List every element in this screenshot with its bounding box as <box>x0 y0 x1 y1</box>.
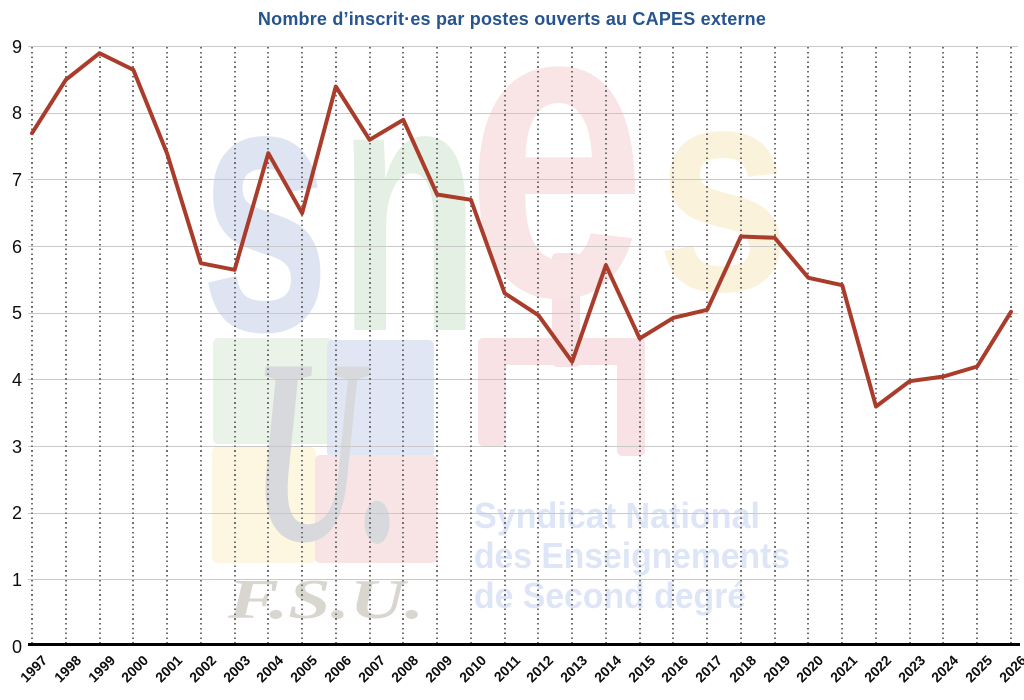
x-axis-line <box>28 642 1020 647</box>
fsu-logo-block <box>315 455 437 563</box>
snes-logo-symbol <box>478 338 506 446</box>
snes-logo-letter: n <box>338 5 480 407</box>
vertical-dotted-gridline <box>942 46 945 644</box>
vertical-dotted-gridline <box>739 46 742 644</box>
vertical-dotted-gridline <box>166 46 169 644</box>
vertical-dotted-gridline <box>672 46 675 644</box>
y-tick-label: 2 <box>11 503 22 524</box>
vertical-dotted-gridline <box>1010 46 1012 644</box>
vertical-dotted-gridline <box>638 46 641 644</box>
horizontal-gridline <box>28 579 1018 581</box>
vertical-dotted-gridline <box>98 46 101 644</box>
horizontal-gridline <box>28 46 1018 47</box>
fsu-logo-block <box>327 340 434 457</box>
y-tick-label: 4 <box>11 369 22 390</box>
vertical-dotted-gridline <box>604 46 607 644</box>
data-line-inscrits-par-poste <box>30 51 1013 409</box>
vertical-dotted-gridline <box>841 46 844 644</box>
vertical-dotted-gridline <box>31 46 33 644</box>
horizontal-gridline <box>28 379 1018 381</box>
snes-logo-letter: s <box>656 23 790 353</box>
vertical-dotted-gridline <box>233 46 236 644</box>
vertical-dotted-gridline <box>368 46 371 644</box>
vertical-dotted-gridline <box>132 46 135 644</box>
vertical-dotted-gridline <box>469 46 472 644</box>
horizontal-gridline <box>28 179 1018 181</box>
horizontal-gridline <box>28 512 1018 514</box>
y-tick-label: 7 <box>11 169 22 190</box>
vertical-dotted-gridline <box>402 46 405 644</box>
snes-logo-letter: s <box>200 5 330 407</box>
vertical-dotted-gridline <box>807 46 810 644</box>
y-tick-label: 9 <box>11 36 22 57</box>
horizontal-gridline <box>28 246 1018 247</box>
fsu-logo-u: U. <box>252 305 402 598</box>
vertical-dotted-gridline <box>773 46 776 644</box>
snes-tagline-line: Syndicat National <box>474 495 760 536</box>
snes-tagline-line: des Enseignements <box>474 535 790 576</box>
chart-title: Nombre d’inscrit·es par postes ouverts a… <box>257 9 767 29</box>
vertical-dotted-gridline <box>64 46 67 644</box>
y-tick-label: 3 <box>11 436 22 457</box>
y-tick-label: 1 <box>11 569 22 590</box>
snes-logo-symbol <box>478 338 645 365</box>
vertical-dotted-gridline <box>301 46 304 644</box>
vertical-dotted-gridline <box>199 46 202 644</box>
snes-logo-letter: e <box>466 0 646 386</box>
vertical-dotted-gridline <box>436 46 439 644</box>
horizontal-gridline <box>28 112 1018 114</box>
y-tick-label: 6 <box>11 236 22 257</box>
vertical-dotted-gridline <box>874 46 877 644</box>
fsu-logo-block <box>212 447 316 563</box>
vertical-dotted-gridline <box>503 46 506 644</box>
vertical-dotted-gridline <box>267 46 270 644</box>
vertical-dotted-gridline <box>334 46 337 644</box>
vertical-dotted-gridline <box>908 46 911 644</box>
horizontal-gridline <box>28 446 1018 447</box>
horizontal-gridline <box>28 312 1018 314</box>
vertical-dotted-gridline <box>571 46 574 644</box>
vertical-dotted-gridline <box>976 46 979 644</box>
y-tick-label: 8 <box>11 103 22 124</box>
snes-logo-symbol <box>617 338 645 456</box>
snes-tagline-line: de Second degré <box>474 575 746 616</box>
y-tick-label: 5 <box>11 303 22 324</box>
vertical-dotted-gridline <box>537 46 540 644</box>
y-tick-label: 0 <box>11 636 22 657</box>
vertical-dotted-gridline <box>706 46 709 644</box>
